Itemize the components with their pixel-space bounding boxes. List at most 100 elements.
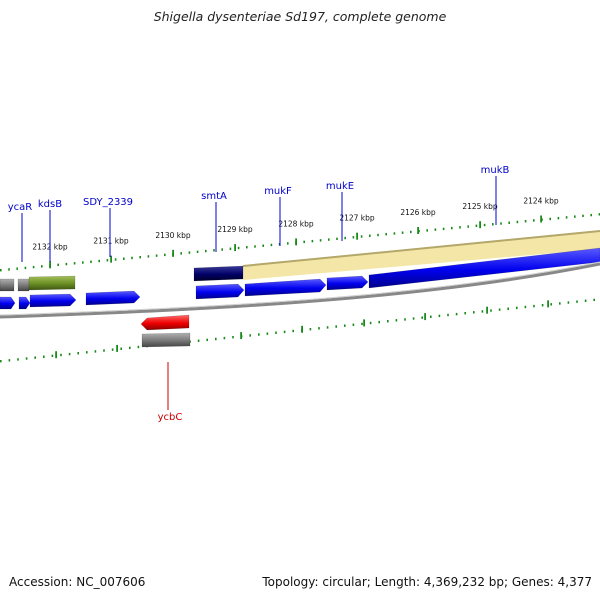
major-tick	[356, 232, 358, 240]
upper-ring-dot	[180, 252, 182, 255]
lower-ring-dot	[77, 352, 79, 355]
upper-ring-dot	[32, 265, 35, 269]
lower-ring-dot	[34, 356, 36, 359]
lower-ring-dot	[43, 355, 45, 358]
lower-ring-dot	[352, 323, 355, 326]
kbp-tick-label: 2124 kbp	[523, 197, 559, 206]
lower-ring-dot	[464, 312, 466, 315]
lower-ring-dot	[17, 358, 19, 361]
gene-label-smta[interactable]: smtA	[201, 191, 227, 202]
lower-ring-dot	[524, 305, 527, 309]
lower-ring-dot	[137, 345, 140, 349]
kbp-tick-label: 2128 kbp	[278, 219, 314, 228]
lower-ring-dot	[369, 321, 372, 325]
gene-label-mukb[interactable]: mukB	[481, 165, 510, 176]
kbp-tick-label: 2129 kbp	[217, 225, 253, 234]
upper-ring-dot	[8, 268, 10, 271]
gene-arrow-forward[interactable]	[18, 296, 31, 310]
upper-ring-dot	[246, 246, 248, 249]
lower-ring-dot	[25, 357, 28, 360]
upper-ring-dot	[164, 253, 166, 257]
kbp-tick-label: 2131 kbp	[93, 237, 129, 246]
lower-major-tick	[240, 332, 242, 340]
gene-label-ycar[interactable]: ycaR	[8, 202, 33, 213]
upper-ring-dot	[483, 223, 486, 227]
lower-ring-dot	[447, 313, 449, 317]
gene-arrow-forward[interactable]	[244, 278, 327, 297]
upper-ring-dot	[311, 239, 314, 243]
gene-label-ycbc[interactable]: ycbC	[158, 412, 183, 423]
upper-ring-dot	[393, 232, 396, 235]
lower-ring-dot	[430, 315, 432, 318]
lower-ring-dot	[292, 329, 294, 333]
upper-ring-dot	[262, 244, 264, 247]
lower-ring-dot	[275, 331, 277, 334]
upper-ring-dot	[451, 226, 453, 230]
gene-box-navy-smtA[interactable]	[193, 265, 244, 282]
lower-ring-dot	[111, 348, 114, 351]
gene-arrow-forward-mukB[interactable]	[368, 247, 600, 289]
gene-label-muke[interactable]: mukE	[326, 181, 354, 192]
kbp-tick-label: 2125 kbp	[462, 202, 498, 211]
upper-ring-dot	[369, 234, 371, 237]
upper-ring-dot	[139, 255, 141, 259]
gene-arrow-forward[interactable]	[85, 290, 141, 306]
lower-major-tick	[486, 306, 488, 314]
lower-major-tick	[116, 344, 118, 352]
gene-box-gray-small[interactable]	[17, 278, 30, 292]
upper-ring-dot	[524, 220, 527, 223]
upper-ring-dot	[377, 233, 379, 237]
upper-ring-dot	[0, 269, 2, 272]
lower-ring-dot	[309, 328, 312, 331]
gene-feature-layer[interactable]	[0, 247, 600, 348]
lower-ring-dot	[584, 299, 587, 302]
upper-ring-dot	[287, 242, 289, 245]
lower-ring-dot	[507, 307, 509, 310]
highlight-band	[243, 231, 600, 280]
gene-arrow-forward[interactable]	[0, 296, 16, 310]
gene-label-layer[interactable]: ycaR kdsB SDY_2339 smtA mukF mukE mukB ycbC	[8, 165, 510, 423]
upper-ring-dot	[188, 251, 191, 254]
upper-ring-dot	[565, 216, 568, 219]
lower-ring-dot	[249, 334, 251, 337]
upper-ring-dot	[401, 231, 404, 234]
kbp-tick-label: 2126 kbp	[400, 208, 436, 217]
upper-ring-dot	[237, 246, 240, 250]
gene-arrow-forward[interactable]	[326, 275, 369, 291]
upper-ring-dot	[426, 229, 428, 232]
upper-ring-dot	[73, 262, 76, 265]
upper-ring-dot	[254, 245, 256, 248]
upper-ring-dot	[574, 215, 576, 218]
gene-label-kdsb[interactable]: kdsB	[38, 199, 62, 210]
upper-ring-dot	[90, 260, 92, 263]
gene-label-sdy_2339[interactable]: SDY_2339	[83, 197, 133, 208]
backbone-layer	[0, 261, 600, 319]
lower-ring-dot	[283, 330, 286, 334]
gene-box-gray-left[interactable]	[0, 278, 15, 292]
gene-box-olive-kdsB[interactable]	[28, 275, 76, 291]
lower-ring-dot	[68, 352, 71, 356]
map-title: Shigella dysenteriae Sd197, complete gen…	[153, 9, 447, 24]
upper-ring-dot	[57, 263, 59, 267]
upper-ring-dot	[549, 217, 551, 221]
upper-ring-dot	[41, 265, 43, 268]
lower-ring-dot	[498, 308, 501, 311]
upper-ring-dot	[319, 239, 322, 242]
lower-ring-dot	[215, 337, 217, 341]
upper-ring-dot	[516, 220, 519, 224]
lower-ring-dot	[326, 326, 329, 329]
upper-ring-dot	[123, 257, 125, 260]
upper-ring-dot	[385, 233, 387, 236]
lower-major-tick	[55, 351, 57, 359]
major-tick	[49, 261, 51, 269]
gene-arrow-reverse-ycbC[interactable]	[140, 314, 190, 331]
lower-ring-dot	[8, 359, 11, 362]
lower-major-tick	[301, 325, 303, 333]
gene-arrow-forward[interactable]	[29, 293, 77, 308]
gene-box-gray-reverse[interactable]	[141, 332, 191, 348]
lower-ring-dot	[51, 354, 54, 358]
gene-arrow-forward[interactable]	[195, 283, 245, 300]
lower-ring-dot	[567, 301, 570, 304]
gene-label-mukf[interactable]: mukF	[264, 186, 292, 197]
